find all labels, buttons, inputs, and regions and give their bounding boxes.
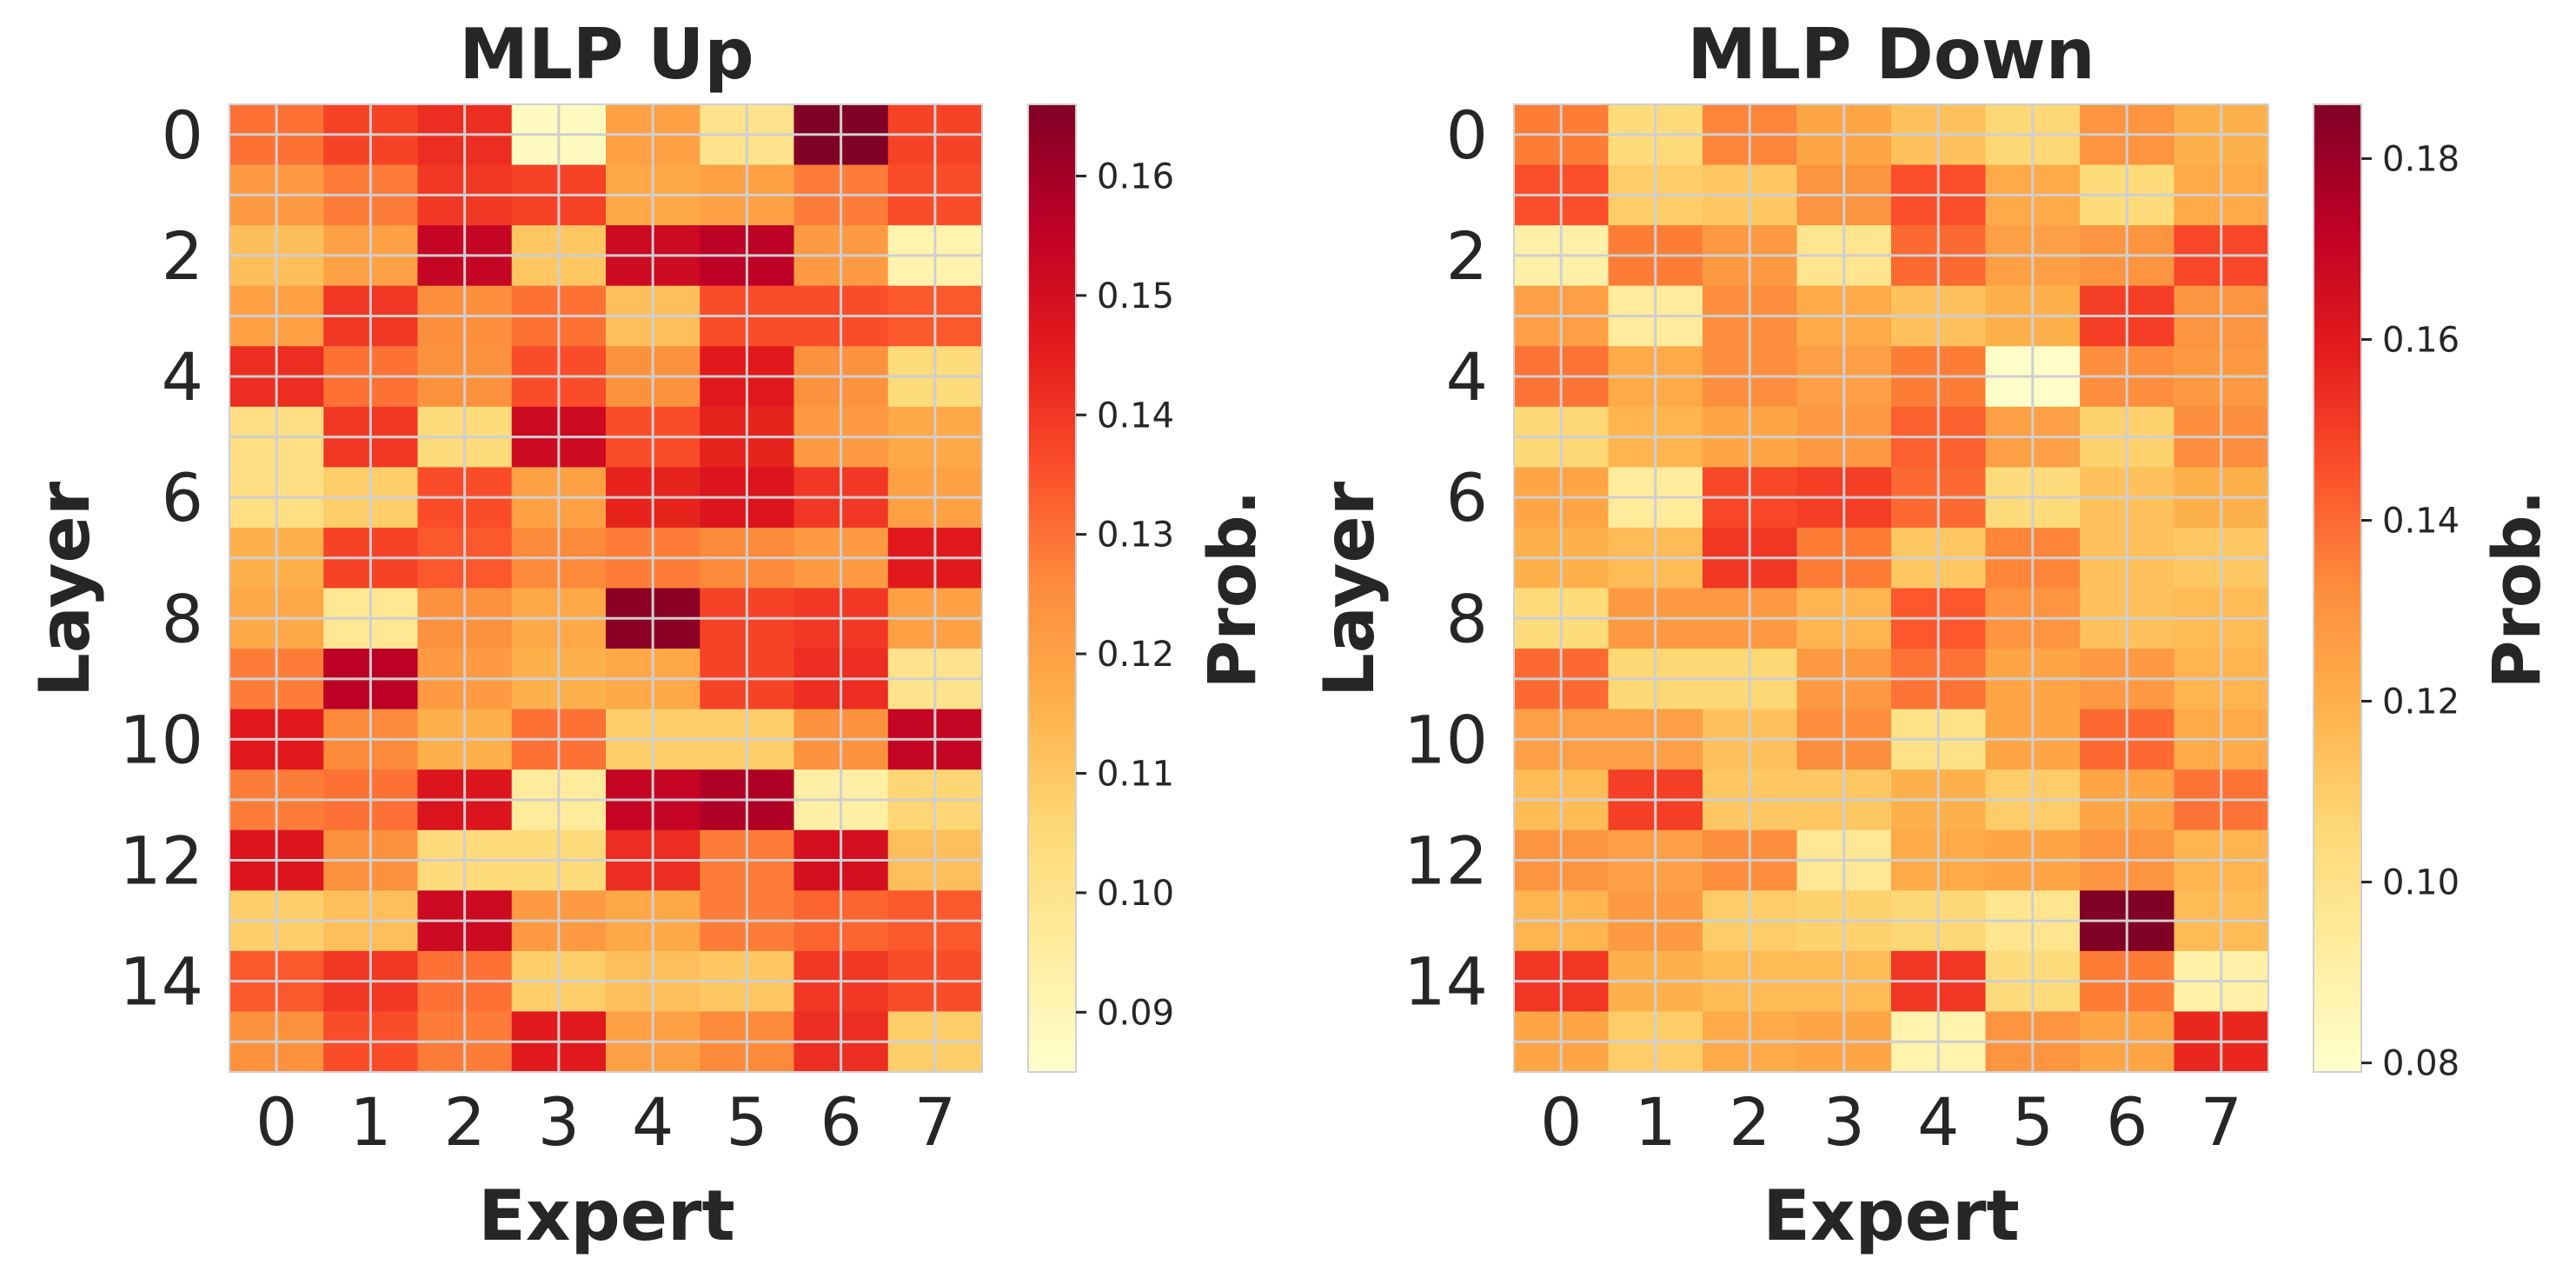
- y-axis-label: Layer: [24, 481, 105, 697]
- colorbar-tick-label: 0.09: [1097, 993, 1174, 1033]
- heatmap-cells: [1514, 104, 2269, 1073]
- x-axis-label: Expert: [478, 1175, 734, 1256]
- y-tick-label: 2: [1446, 217, 1488, 295]
- chart-title: MLP Up: [459, 14, 754, 95]
- colorbar-ticks: 0.09 0.10 0.11 0.12 0.13 0.14 0.15 0.16: [1076, 156, 1174, 1033]
- y-tick-label: 4: [162, 338, 203, 416]
- y-tick-labels: 0 2 4 6 8 10 12 14: [1404, 97, 1488, 1021]
- y-tick-label: 8: [1446, 580, 1488, 657]
- y-tick-label: 14: [1404, 943, 1488, 1021]
- x-tick-label: 7: [914, 1083, 956, 1161]
- y-tick-label: 12: [119, 822, 203, 900]
- y-axis-label: Layer: [1309, 481, 1390, 697]
- x-tick-label: 6: [2106, 1083, 2148, 1161]
- x-tick-label: 2: [443, 1083, 485, 1161]
- x-tick-label: 1: [349, 1083, 391, 1161]
- y-tick-label: 0: [1446, 97, 1488, 174]
- colorbar-label: Prob.: [1193, 490, 1271, 689]
- heatmap-cells: [229, 104, 983, 1073]
- heatmap-grid: [229, 103, 983, 1073]
- colorbar-tick-label: 0.11: [1097, 754, 1174, 794]
- colorbar-tick-label: 0.12: [1097, 635, 1174, 675]
- x-tick-label: 0: [256, 1083, 297, 1161]
- x-tick-label: 7: [2201, 1083, 2242, 1161]
- chart-title: MLP Down: [1687, 14, 2095, 95]
- x-tick-label: 2: [1729, 1083, 1770, 1161]
- y-tick-label: 6: [162, 459, 203, 536]
- y-tick-label: 4: [1446, 338, 1488, 416]
- y-tick-label: 10: [119, 701, 203, 778]
- y-tick-label: 12: [1404, 822, 1488, 900]
- plot-frame: [229, 103, 983, 1073]
- colorbar-tick-label: 0.14: [1097, 396, 1174, 436]
- y-tick-labels: 0 2 4 6 8 10 12 14: [119, 97, 203, 1021]
- colorbar-label: Prob.: [2478, 490, 2555, 689]
- y-tick-label: 10: [1404, 701, 1488, 778]
- colorbar-tick-label: 0.14: [2382, 501, 2460, 541]
- x-tick-label: 1: [1635, 1083, 1676, 1161]
- x-tick-label: 0: [1540, 1083, 1582, 1161]
- x-tick-label: 3: [1823, 1083, 1865, 1161]
- colorbar-ticks: 0.08 0.10 0.12 0.14 0.16 0.18: [2361, 139, 2460, 1084]
- x-tick-label: 5: [2012, 1083, 2054, 1161]
- x-tick-label: 4: [1917, 1083, 1959, 1161]
- y-tick-label: 2: [162, 217, 203, 295]
- x-tick-label: 3: [538, 1083, 580, 1161]
- colorbar: [1027, 103, 1077, 1073]
- colorbar-tick-label: 0.08: [2382, 1044, 2460, 1084]
- x-tick-label: 5: [726, 1083, 767, 1161]
- colorbar-tick-label: 0.12: [2382, 682, 2460, 722]
- colorbar: [2313, 103, 2362, 1073]
- colorbar-tick-label: 0.18: [2382, 139, 2460, 179]
- y-tick-label: 6: [1446, 459, 1488, 536]
- colorbar-tick-label: 0.16: [1097, 156, 1174, 196]
- heatmap-grid: [1513, 103, 2269, 1073]
- colorbar-tick-label: 0.13: [1097, 516, 1174, 556]
- y-tick-label: 0: [162, 97, 203, 174]
- y-tick-label: 14: [119, 943, 203, 1021]
- colorbar-tick-label: 0.16: [2382, 320, 2460, 360]
- colorbar-tick-label: 0.10: [2382, 863, 2460, 903]
- colorbar-tick-label: 0.15: [1097, 276, 1174, 316]
- x-axis-label: Expert: [1763, 1175, 2019, 1256]
- y-tick-label: 8: [162, 580, 203, 657]
- colorbar-tick-label: 0.10: [1097, 874, 1174, 914]
- plot-frame: [1513, 103, 2269, 1073]
- x-tick-label: 4: [632, 1083, 674, 1161]
- x-tick-label: 6: [820, 1083, 861, 1161]
